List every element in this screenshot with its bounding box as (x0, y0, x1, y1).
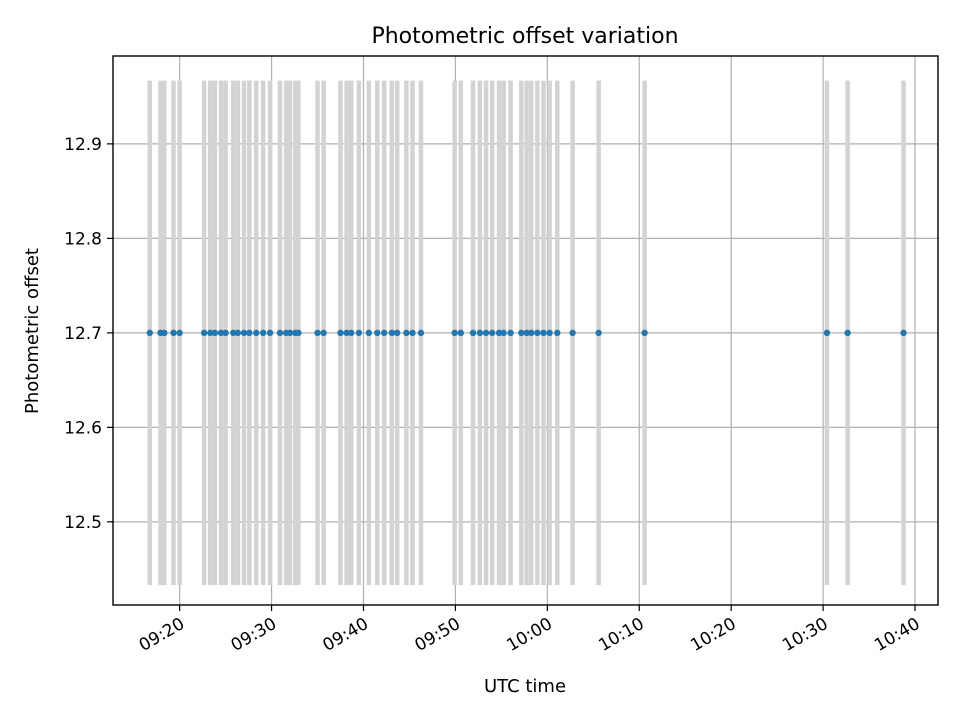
data-point (343, 329, 350, 337)
data-point (388, 329, 396, 337)
data-point (554, 329, 561, 337)
data-point (337, 329, 344, 337)
data-point (569, 329, 576, 337)
data-point (234, 329, 242, 337)
x-axis-label: UTC time (484, 676, 566, 697)
y-axis: 12.5 12.6 12.7 12.8 12.9 (64, 135, 113, 533)
data-point (518, 329, 525, 337)
data-point (276, 329, 284, 337)
data-point (374, 329, 381, 337)
data-point (409, 329, 416, 337)
data-point (286, 329, 294, 337)
data-point (253, 329, 260, 337)
data-point (523, 329, 530, 337)
data-point (900, 329, 907, 337)
data-point (207, 329, 214, 337)
plot-frame (112, 55, 939, 606)
data-point (451, 329, 458, 337)
data-point (540, 329, 547, 337)
data-point (320, 329, 327, 337)
data-point (211, 329, 219, 337)
data-point (240, 329, 248, 337)
data-point (500, 329, 507, 337)
data-point (348, 329, 355, 337)
data-point (595, 329, 602, 337)
data-point (403, 329, 410, 337)
data-point (259, 329, 267, 337)
data-points (146, 329, 907, 337)
data-point (457, 329, 464, 337)
y-tick-label: 12.6 (64, 418, 102, 438)
chart-title: Photometric offset variation (371, 24, 678, 49)
data-point (844, 329, 851, 337)
data-point (546, 329, 553, 337)
data-point (823, 329, 831, 337)
data-point (495, 329, 503, 337)
data-point (534, 329, 541, 337)
data-point (365, 329, 373, 337)
data-point (641, 329, 648, 337)
data-point (295, 329, 302, 337)
data-point (170, 329, 177, 337)
data-point (266, 329, 274, 337)
data-point (355, 329, 363, 337)
data-point (507, 329, 514, 337)
data-point (380, 329, 388, 337)
data-point (476, 329, 484, 337)
data-point (482, 329, 490, 337)
y-tick-label: 12.5 (64, 513, 102, 533)
y-tick-label: 12.8 (64, 229, 102, 249)
data-point (230, 329, 237, 337)
data-point (528, 329, 535, 337)
data-point (146, 329, 153, 337)
data-point (217, 329, 225, 337)
data-point (314, 329, 321, 337)
data-point (246, 329, 253, 337)
data-point (176, 329, 183, 337)
data-point (161, 329, 168, 337)
data-point (469, 329, 477, 337)
y-axis-label: Photometric offset (22, 248, 43, 414)
data-point (488, 329, 496, 337)
data-point (222, 329, 229, 337)
y-tick-label: 12.9 (64, 135, 102, 155)
data-point (200, 329, 208, 337)
y-tick-label: 12.7 (64, 324, 102, 344)
data-point (417, 329, 425, 337)
data-point (393, 329, 401, 337)
